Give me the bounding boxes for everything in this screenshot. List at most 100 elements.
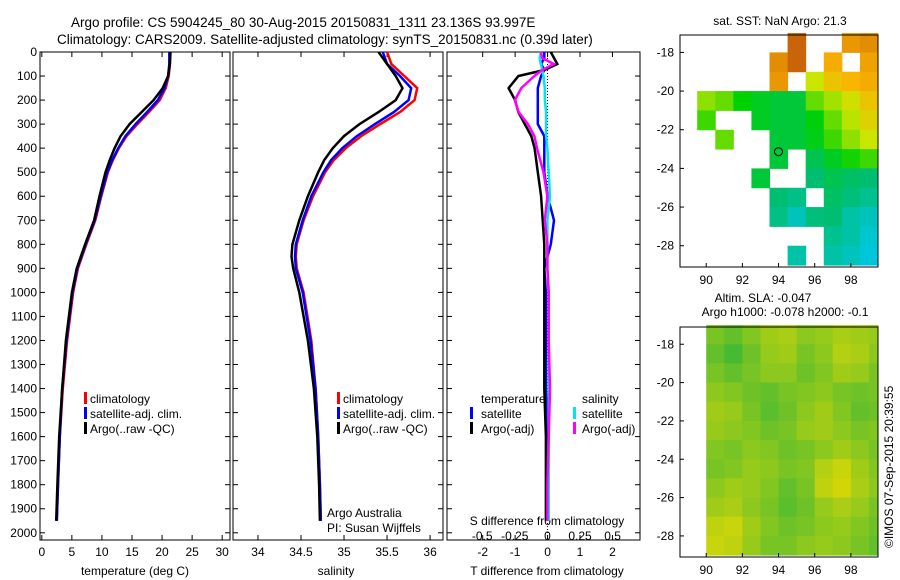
y-tick-label: 1600 (10, 430, 37, 444)
map-cell (805, 207, 825, 227)
x-tick-label: 20 (155, 545, 169, 559)
map-cell (850, 363, 870, 384)
map-cell (859, 207, 879, 227)
difference-panel: T difference from climatology S differen… (446, 51, 641, 578)
legend-swatch-s-argo (573, 422, 576, 434)
map-cell (796, 497, 816, 518)
map-cell (751, 91, 771, 111)
sst-map-title: sat. SST: NaN Argo: 21.3 (713, 14, 847, 28)
lon-tick-label: 96 (808, 273, 822, 287)
map-cell (769, 149, 789, 169)
lon-tick-label: 90 (700, 273, 714, 287)
map-cell (778, 478, 798, 499)
x-tick-label: 1 (577, 545, 584, 559)
map-cell (805, 110, 825, 131)
legend-swatch-satellite (84, 407, 87, 419)
map-cell (814, 325, 834, 345)
sla-map: Altim. SLA: -0.047 Argo h1000: -0.078 h2… (657, 291, 879, 577)
legend-label-s-satellite: satellite (582, 407, 623, 421)
map-cell (760, 363, 780, 384)
map-cell (823, 187, 843, 208)
s-diff-label: S difference from climatology (470, 514, 625, 528)
map-cell (841, 187, 861, 208)
map-cell (787, 129, 807, 150)
x-tick-label: 2 (609, 545, 616, 559)
y-tick-label: 400 (17, 141, 37, 155)
map-cell (868, 440, 879, 460)
legend-swatch-argo (84, 422, 87, 434)
series-line-argo-adj- (507, 51, 560, 521)
map-cell (769, 110, 789, 131)
x-tick-label: 36 (423, 545, 437, 559)
map-cell (841, 207, 861, 227)
series-line-satellite-adj-clim- (293, 51, 413, 521)
map-cell (769, 52, 789, 73)
map-cell (706, 478, 725, 499)
map-cell (724, 478, 743, 499)
lat-tick-label: -24 (657, 452, 675, 466)
map-cell (814, 535, 834, 556)
map-cell (778, 535, 798, 556)
map-cell (850, 420, 870, 441)
map-cell (859, 110, 879, 131)
y-tick-label: 0 (30, 45, 37, 59)
map-cell (850, 459, 870, 479)
legend-swatch-climatology (84, 392, 87, 404)
map-cell (823, 149, 843, 169)
map-cell (814, 459, 834, 479)
map-cell (859, 245, 879, 266)
y-tick-label: 1400 (10, 382, 37, 396)
map-cell (841, 71, 861, 92)
map-cell (715, 129, 734, 150)
map-cell (706, 420, 725, 441)
map-cell (760, 478, 780, 499)
map-cell (751, 168, 771, 189)
map-cell (706, 363, 725, 384)
map-cell (850, 382, 870, 403)
map-cell (859, 187, 879, 208)
map-cell (805, 71, 825, 92)
x-tick-label: 25 (185, 545, 199, 559)
y-tick-label: 600 (17, 189, 37, 203)
map-cell (742, 325, 761, 345)
map-cell (769, 187, 789, 208)
map-cell (805, 149, 825, 169)
lon-tick-label: 96 (808, 563, 822, 577)
legend-label-climatology: climatology (90, 392, 150, 406)
y-tick-label: 900 (17, 261, 37, 275)
map-cell (850, 478, 870, 499)
map-cell (760, 344, 780, 364)
map-cell (805, 168, 825, 189)
map-cell (859, 226, 879, 247)
map-cell (832, 535, 852, 556)
map-cell (742, 497, 761, 518)
lat-tick-label: -26 (657, 200, 675, 214)
map-cell (823, 110, 843, 131)
map-cell (769, 91, 789, 111)
map-cell (778, 344, 798, 364)
map-cell (715, 91, 734, 111)
map-cell (706, 344, 725, 364)
map-cell (706, 382, 725, 403)
map-cell (724, 401, 743, 422)
map-cell (778, 420, 798, 441)
map-cell (760, 516, 780, 537)
map-cell (832, 401, 852, 422)
map-cell (841, 91, 861, 111)
map-cell (742, 459, 761, 479)
legend-label-s-argo: Argo(-adj) (582, 422, 635, 436)
map-cell (760, 401, 780, 422)
map-cell (868, 478, 879, 499)
map-cell (841, 149, 861, 169)
map-cell (841, 129, 861, 150)
map-cell (787, 33, 807, 53)
map-cell (868, 497, 879, 518)
map-cell (814, 382, 834, 403)
map-cell (706, 516, 725, 537)
map-cell (778, 382, 798, 403)
legend-label-argo: Argo(..raw -QC) (343, 422, 428, 436)
x-tick-label: 5 (69, 545, 76, 559)
map-cell (850, 325, 870, 345)
map-cell (859, 91, 879, 111)
